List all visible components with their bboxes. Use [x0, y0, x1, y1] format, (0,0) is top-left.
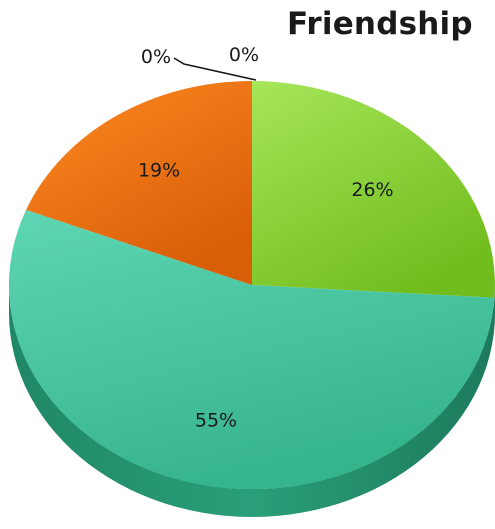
data-label-2: 55%: [195, 409, 237, 431]
data-label-1: 26%: [351, 179, 393, 201]
leader-line-5: [173, 57, 257, 81]
pie-slice-2: [8, 209, 495, 490]
pie-slice-1: [252, 81, 495, 298]
data-label-5: 0%: [141, 46, 171, 68]
chart-title: Friendship: [287, 6, 473, 42]
pie-slice-3: [26, 81, 252, 285]
data-label-3: 19%: [138, 159, 180, 181]
data-label-4: 0%: [229, 44, 259, 66]
